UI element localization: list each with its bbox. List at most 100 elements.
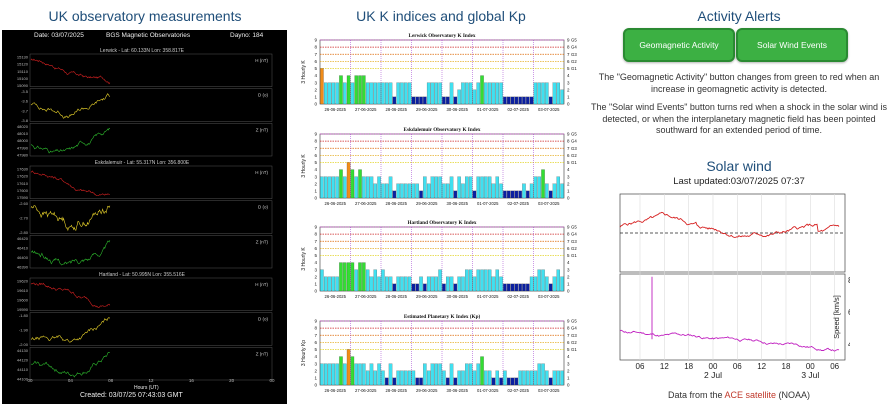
k-bar [468,176,473,199]
k-bar [518,96,522,105]
k-bar [499,183,503,199]
k-bar [560,370,564,386]
k-bar [392,96,397,105]
k-y-tick: 6 [314,340,317,345]
k-bar [381,183,385,199]
k-bar [346,75,351,105]
bz-trace [619,211,840,238]
k-bar [507,283,511,292]
k-bar [499,82,503,105]
k-bar [415,183,419,199]
k-bar [324,176,328,199]
k-bar [365,82,370,105]
k-y-tick-right: 2 [567,274,570,279]
k-bar [339,169,343,199]
k-bar [339,75,343,105]
k-y-tick: 0 [314,102,317,107]
k-g-label: G3 [571,239,577,244]
k-y-tick: 9 [314,225,317,230]
k-y-tick-right: 1 [567,281,570,286]
k-bar [560,276,564,292]
k-bar [461,82,465,105]
mag-y-tick: 19600 [17,298,29,303]
k-bar [548,96,553,105]
k-bar [331,363,336,386]
k-y-tick-right: 0 [567,289,570,294]
mag-x-tick: 04 [68,378,74,383]
k-bar [560,183,564,199]
mag-y-tick: 15120 [17,62,29,67]
k-bar [434,363,438,386]
k-bar [552,276,557,292]
k-y-tick: 8 [314,232,317,237]
k-y-tick: 3 [314,174,317,179]
k-bar [552,183,557,199]
k-date-tick: 27-06-2025 [355,107,377,112]
k-bar [491,276,496,292]
k-bar [373,82,377,105]
k-bar [350,169,355,199]
speed-tick: 600 [848,307,850,317]
mag-x-tick: 20 [229,378,235,383]
k-bar [560,89,564,105]
k-g-label: G1 [571,347,577,352]
k-y-tick: 8 [314,326,317,331]
source-suffix: (NOAA) [776,390,811,400]
k-bar [548,377,553,386]
k-bar [377,176,381,199]
mag-y-tick: 19590 [17,307,29,312]
k-bar [377,82,381,105]
k-panel-kp: Estimated Planetary K Index (Kp) 3 Hourly… [298,311,582,401]
k-y-tick: 5 [314,253,317,258]
k-bar [438,363,442,386]
k-panel-title: Eskdalemuir Observatory K Index [403,127,480,133]
k-date-tick: 01-07-2025 [477,107,499,112]
k-bar [426,370,431,386]
station-name: Eskdalemuir - Lat: 55.317N Lon: 356.800E [95,160,190,166]
ace-satellite-link[interactable]: ACE satellite [724,390,777,400]
k-y-tick: 8 [314,139,317,144]
k-y-tick-right: 3 [567,80,570,85]
solar-wind-events-button[interactable]: Solar Wind Events [736,28,848,62]
k-bar [339,262,343,292]
k-y-tick: 9 [314,319,317,324]
geomagnetic-activity-button[interactable]: Geomagnetic Activity [623,28,735,62]
k-bar [438,176,442,199]
k-bar [419,377,423,386]
k-bar [522,183,526,199]
k-bar [434,176,438,199]
k-y-tick: 8 [314,45,317,50]
k-bar [346,349,351,386]
k-bar [495,176,499,199]
k-bar [396,82,400,105]
k-bar [377,276,381,292]
k-panel-title: Hartland Observatory K Index [407,220,476,226]
mag-y-tick: 15130 [17,55,29,60]
k-y-tick: 6 [314,246,317,251]
k-date-tick: 02-07-2025 [508,201,530,206]
k-date-tick: 27-06-2025 [355,294,377,299]
k-bar [404,370,408,386]
k-bar [415,377,419,386]
k-y-tick-right: 5 [567,160,570,165]
k-y-tick-right: 8 [567,232,570,237]
k-bar [487,370,492,386]
sw-x-tick: 18 [782,362,791,371]
mag-trace-z [30,240,111,266]
k-bar [503,283,507,292]
k-bar [457,276,461,292]
k-bar [423,96,427,105]
k-bar [526,190,530,199]
k-bar [419,190,423,199]
mag-y-tick: 17600 [17,188,29,193]
k-g-label: G3 [571,333,577,338]
k-date-tick: 30-06-2025 [447,201,469,206]
mag-y-tick: 19610 [17,288,29,293]
k-panel-title: Estimated Planetary K Index (Kp) [404,313,481,320]
mag-y-tick: -3.8 [21,118,29,123]
k-date-tick: 29-06-2025 [416,388,438,393]
k-bar [442,370,446,386]
k-date-tick: 26-06-2025 [325,294,347,299]
mag-y-tick: 15110 [17,69,29,74]
k-bar [354,269,358,292]
